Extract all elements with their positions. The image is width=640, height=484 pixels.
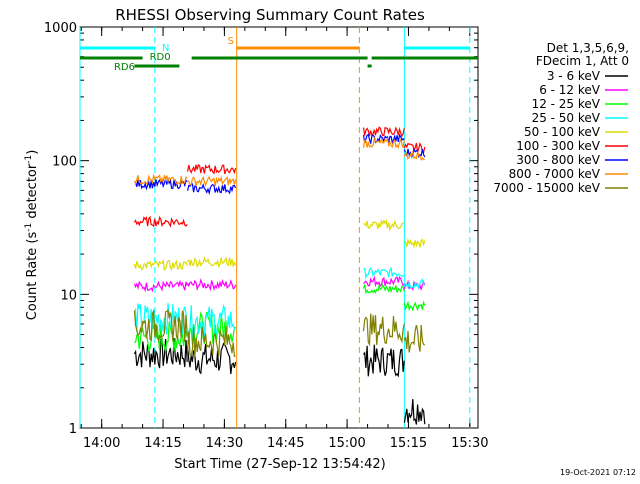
series-line: [133, 258, 188, 272]
series-line: [362, 136, 405, 149]
series-6-12-keV: [133, 275, 426, 293]
series-line: [133, 279, 188, 293]
series-line: [133, 309, 188, 343]
series-line: [187, 175, 237, 187]
series-line: [403, 300, 426, 312]
x-tick-label: 15:15: [390, 436, 427, 451]
legend-header: Det 1,3,5,6,9,: [547, 41, 629, 55]
svg-text:Count Rate (s-1 detector-1): Count Rate (s-1 detector-1): [24, 150, 40, 321]
y-axis-label: Count Rate (s-1 detector-1): [24, 150, 40, 321]
flag-label: N: [162, 43, 169, 54]
legend-header: FDecim 1, Att 0: [536, 54, 629, 68]
series-line: [187, 164, 237, 175]
flag-label: S: [228, 36, 234, 47]
y-tick-label: 10: [60, 288, 77, 303]
plot-frame: [79, 26, 479, 429]
series-50-100-keV: [133, 219, 426, 272]
y-tick-label: 100: [52, 155, 77, 170]
series-line: [404, 237, 426, 249]
series-line: [187, 325, 236, 358]
series-25-50-keV: [133, 266, 426, 338]
footer-date: 19-Oct-2021 07:12: [560, 468, 636, 477]
y-tick-label: 1000: [44, 21, 77, 36]
legend-label: 300 - 800 keV: [516, 153, 600, 167]
series-line: [403, 147, 426, 159]
legend-label: 7000 - 15000 keV: [493, 181, 600, 195]
series-line: [403, 151, 425, 162]
series-line: [403, 278, 426, 290]
legend-label: 3 - 6 keV: [547, 69, 601, 83]
legend-label: 100 - 300 keV: [516, 139, 600, 153]
series-line: [362, 126, 405, 138]
series-line: [187, 278, 237, 292]
series-line: [363, 344, 405, 378]
series-line: [403, 399, 426, 425]
series-line: [133, 337, 188, 369]
series-line: [363, 275, 405, 288]
series-line: [133, 215, 188, 228]
x-tick-label: 14:15: [144, 436, 181, 451]
series-line: [133, 177, 188, 191]
chart-title: RHESSI Observing Summary Count Rates: [115, 6, 425, 24]
series-line: [403, 324, 426, 353]
series-line: [362, 313, 405, 347]
x-tick-label: 14:45: [267, 436, 304, 451]
flag-label: RD6: [114, 62, 135, 73]
series-line: [363, 266, 405, 280]
legend-label: 800 - 7000 keV: [509, 167, 601, 181]
x-tick-label: 14:30: [206, 436, 243, 451]
series-line: [403, 141, 426, 154]
x-tick-label: 15:30: [451, 436, 488, 451]
x-tick-label: 14:00: [83, 436, 120, 451]
legend-label: 50 - 100 keV: [524, 125, 601, 139]
series-300-800-keV: [133, 133, 426, 196]
series-line: [187, 304, 237, 338]
y-tick-label: 1: [69, 422, 77, 437]
x-tick-label: 15:00: [328, 436, 365, 451]
series-line: [187, 182, 237, 196]
legend-label: 6 - 12 keV: [539, 83, 601, 97]
series-3-6-keV: [133, 337, 426, 425]
series-line: [133, 303, 188, 335]
series-line: [133, 173, 188, 186]
series-800-7000-keV: [133, 136, 425, 187]
legend-label: 12 - 25 keV: [532, 97, 601, 111]
series-line: [362, 283, 405, 295]
series-100-300-keV: [133, 126, 426, 228]
x-axis-label: Start Time (27-Sep-12 13:54:42): [174, 457, 385, 472]
legend-label: 25 - 50 keV: [532, 111, 601, 125]
series-line: [363, 219, 405, 232]
flag-label: RD0: [150, 52, 171, 63]
series-7000-15000-keV: [133, 309, 426, 358]
series-line: [187, 256, 237, 269]
